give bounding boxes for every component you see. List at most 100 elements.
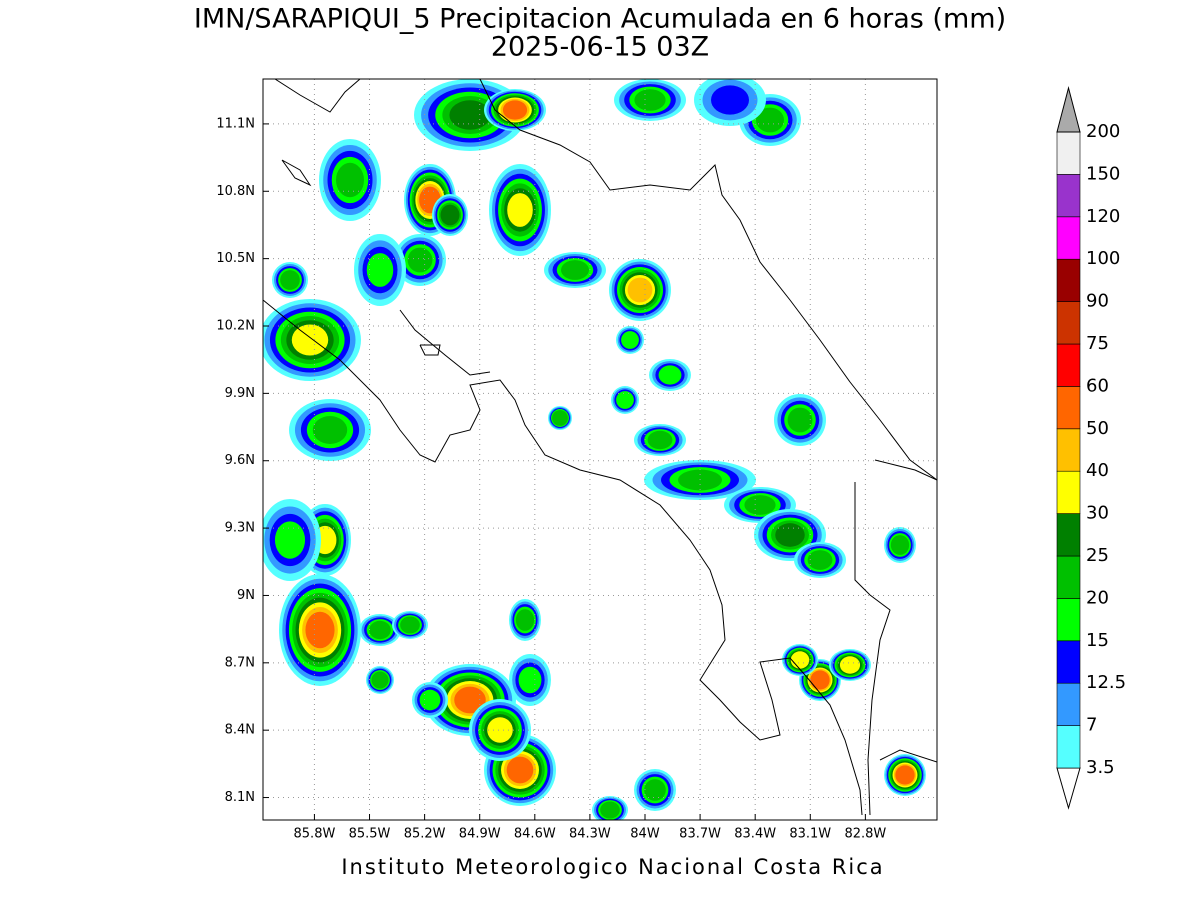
coastline xyxy=(419,344,441,356)
lat-tick-label: 11.1N xyxy=(216,116,255,131)
precip-contour xyxy=(775,523,805,547)
precip-contour xyxy=(371,671,389,689)
footer: Instituto Meteorologico Nacional Costa R… xyxy=(341,855,884,879)
precip-contour xyxy=(756,107,784,133)
coastline xyxy=(479,79,937,481)
colorbar-box xyxy=(1056,131,1081,175)
precip-contour xyxy=(787,407,813,433)
precip-contour xyxy=(440,204,460,226)
precip-contour xyxy=(506,756,534,784)
lat-tick-label: 9.9N xyxy=(225,386,255,401)
precip-contour xyxy=(600,801,620,819)
precip-contour xyxy=(515,609,535,631)
lon-tick-label: 85.2W xyxy=(404,827,446,842)
precip-contour xyxy=(419,689,441,711)
colorbar-under xyxy=(1056,767,1081,810)
colorbar-label: 200 xyxy=(1086,121,1120,142)
precip-contour xyxy=(711,85,749,115)
coastline xyxy=(281,159,312,187)
precip-contour xyxy=(487,717,513,743)
lon-tick-label: 83.4W xyxy=(734,827,776,842)
colorbar-box xyxy=(1056,682,1081,726)
lat-tick-label: 10.2N xyxy=(216,319,255,334)
precip-contour xyxy=(807,550,833,570)
colorbar-box xyxy=(1056,725,1081,769)
precip-contour xyxy=(634,89,666,111)
lon-tick-label: 83.7W xyxy=(679,827,721,842)
precip-contour xyxy=(678,469,722,491)
lat-tick-label: 10.5N xyxy=(216,251,255,266)
precip-contour xyxy=(369,620,391,640)
colorbar-box xyxy=(1056,598,1081,642)
precip-contour xyxy=(621,331,639,349)
precip-contour xyxy=(366,253,394,287)
precip-contour xyxy=(627,277,653,303)
lat-tick-label: 9.3N xyxy=(225,521,255,536)
colorbar-box xyxy=(1056,386,1081,430)
colorbar-label: 12.5 xyxy=(1086,672,1126,693)
colorbar-box xyxy=(1056,513,1081,557)
colorbar-label: 90 xyxy=(1086,291,1109,312)
precip-contour xyxy=(810,670,830,690)
colorbar-label: 50 xyxy=(1086,418,1109,439)
precip-contour xyxy=(744,495,776,515)
colorbar-box xyxy=(1056,640,1081,684)
colorbar-label: 20 xyxy=(1086,587,1109,608)
lon-tick-label: 83.1W xyxy=(789,827,831,842)
precip-contour xyxy=(658,365,682,385)
lon-tick-label: 82.8W xyxy=(844,827,886,842)
colorbar-label: 25 xyxy=(1086,545,1109,566)
colorbar-label: 150 xyxy=(1086,163,1120,184)
precip-contour xyxy=(647,430,673,450)
colorbar-box xyxy=(1056,301,1081,345)
precip-contour xyxy=(518,666,542,694)
precip-contour xyxy=(400,616,420,634)
colorbar-label: 60 xyxy=(1086,375,1109,396)
precip-contour xyxy=(895,765,915,785)
lon-tick-label: 84.3W xyxy=(569,827,611,842)
lat-tick-label: 9.6N xyxy=(225,453,255,468)
lat-tick-label: 8.4N xyxy=(225,723,255,738)
precip-contour xyxy=(407,247,433,273)
lon-tick-label: 84.9W xyxy=(459,827,501,842)
colorbar-box xyxy=(1056,428,1081,472)
lon-tick-label: 84.6W xyxy=(514,827,556,842)
colorbar-label: 3.5 xyxy=(1086,757,1115,778)
colorbar-over xyxy=(1056,86,1081,133)
coastline xyxy=(854,482,891,816)
coastline xyxy=(399,309,491,376)
colorbar-label: 75 xyxy=(1086,333,1109,354)
precip-contour xyxy=(507,193,533,227)
colorbar-label: 30 xyxy=(1086,503,1109,524)
coastlines xyxy=(263,79,937,816)
title: IMN/SARAPIQUI_5 Precipitacion Acumulada … xyxy=(194,4,1006,35)
precip-contour xyxy=(449,100,491,130)
precip-contour xyxy=(336,162,364,198)
coastline xyxy=(274,79,361,113)
lon-tick-label: 85.5W xyxy=(349,827,391,842)
coastline xyxy=(874,459,937,481)
colorbar-box xyxy=(1056,216,1081,260)
precip-contour xyxy=(552,410,568,426)
colorbar: 3.5 7 12.5 15 20 25 30 40 50 60 75 90 100 120 150 200 xyxy=(1056,86,1126,810)
colorbar-box xyxy=(1056,470,1081,514)
precip-contour xyxy=(839,656,861,674)
map-frame xyxy=(262,78,938,821)
coastline xyxy=(879,749,937,763)
precip-contour xyxy=(305,611,335,649)
lon-tick-label: 84W xyxy=(630,827,660,842)
precip-contour xyxy=(291,324,329,356)
precip-contour xyxy=(312,416,348,444)
precipitation-field xyxy=(263,79,926,820)
lat-tick-label: 8.7N xyxy=(225,655,255,670)
precip-contour xyxy=(644,779,666,801)
lat-tick-label: 9N xyxy=(237,588,255,603)
colorbar-label: 100 xyxy=(1086,248,1120,269)
precip-contour xyxy=(280,270,300,290)
colorbar-box xyxy=(1056,555,1081,599)
subtitle: 2025-06-15 03Z xyxy=(491,32,709,63)
colorbar-box xyxy=(1056,258,1081,302)
precip-contour xyxy=(502,100,528,120)
graticule: 85.8W 85.5W 85.2W 84.9W 84.6W 84.3W 84W 83.7W 83… xyxy=(216,79,937,842)
